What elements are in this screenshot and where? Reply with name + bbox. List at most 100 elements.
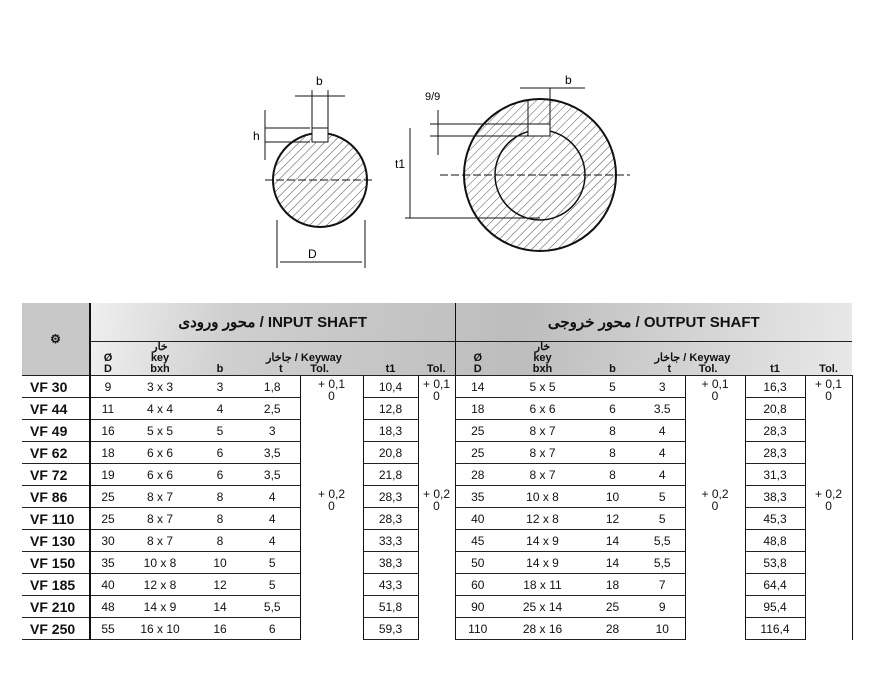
out-t1-cell: 31,3 [745,463,805,486]
in-b-cell: 14 [195,595,245,618]
out-d-cell: 40 [455,507,500,530]
out-t-cell: 5,5 [640,529,685,552]
out-d-cell: 35 [455,485,500,508]
in-col-b: b [195,341,245,376]
out-key-cell: 14 x 9 [500,529,585,552]
table-row: VF 250 55 16 x 10 16 6 59,3 110 28 x 16 28 10 116,… [22,617,852,640]
out-tol-cell: + 0,2 0 [684,485,746,640]
out-t1-cell: 53,8 [745,551,805,574]
out-d-cell: 28 [455,463,500,486]
out-t-cell: 10 [640,617,685,640]
model-cell: VF 62 [22,441,91,464]
in-b-cell: 10 [195,551,245,574]
table-row: VF 49 16 5 x 5 5 3 18,3 25 8 x 7 8 4 28,3 [22,419,852,442]
in-col-key: خار key bxh [125,341,195,376]
out-t-cell: 5 [640,485,685,508]
in-key-cell: 6 x 6 [125,441,195,464]
in-t-cell: 5 [245,551,300,574]
input-shaft-title: محور ورودی / INPUT SHAFT [90,303,456,342]
out-t-cell: 5,5 [640,551,685,574]
out-b-cell: 14 [585,529,640,552]
in-b-cell: 16 [195,617,245,640]
out-t-cell: 3.5 [640,397,685,420]
in-t1-cell: 33,3 [363,529,418,552]
in-b-cell: 12 [195,573,245,596]
in-b-cell: 6 [195,463,245,486]
in-key-cell: 8 x 7 [125,485,195,508]
shaft-drawing: b h D t1 b 9/9 [253,73,630,268]
table-row: VF 110 25 8 x 7 8 4 28,3 40 12 x 8 12 5 45,3 [22,507,852,530]
in-col-tol2: Tol. [418,341,456,376]
out-t-cell: 4 [640,463,685,486]
gearbox-logo-icon: ⚙ [22,303,91,376]
out-key-cell: 6 x 6 [500,397,585,420]
in-t-cell: 4 [245,529,300,552]
model-cell: VF 110 [22,507,91,530]
out-d-cell: 110 [455,617,500,640]
out-t1-cell: 20,8 [745,397,805,420]
in-d-cell: 30 [90,529,125,552]
model-cell: VF 30 [22,375,91,398]
out-t1-cell: 95,4 [745,595,805,618]
label-b-output: b [565,73,572,87]
in-t1-cell: 18,3 [363,419,418,442]
out-key-cell: 10 x 8 [500,485,585,508]
out-t-cell: 5 [640,507,685,530]
out-t1-cell: 116,4 [745,617,805,640]
in-key-cell: 5 x 5 [125,419,195,442]
label-t1: t1 [395,157,405,171]
out-key-cell: 18 x 11 [500,573,585,596]
out-t1-cell: 45,3 [745,507,805,530]
in-t-cell: 2,5 [245,397,300,420]
in-t1-cell: 28,3 [363,485,418,508]
table-row: VF 210 48 14 x 9 14 5,5 51,8 90 25 x 14 25 9 95,4 [22,595,852,618]
out-d-cell: 18 [455,397,500,420]
in-d-cell: 18 [90,441,125,464]
in-d-cell: 55 [90,617,125,640]
out-col-t1: t1 [745,341,805,376]
out-t1-cell: 48,8 [745,529,805,552]
in-t-cell: 3 [245,419,300,442]
out-key-cell: 25 x 14 [500,595,585,618]
in-key-cell: 16 x 10 [125,617,195,640]
in-t-cell: 3,5 [245,463,300,486]
in-t-cell: 4 [245,485,300,508]
in-t1-cell: 20,8 [363,441,418,464]
in-d-cell: 19 [90,463,125,486]
out-b-cell: 8 [585,463,640,486]
in-tol-cell: + 0,1 0 [299,375,364,486]
in-t1-cell: 21,8 [363,463,418,486]
out-key-cell: 8 x 7 [500,419,585,442]
out-key-cell: 8 x 7 [500,463,585,486]
model-cell: VF 44 [22,397,91,420]
out-b-cell: 14 [585,551,640,574]
out-t-cell: 3 [640,375,685,398]
model-cell: VF 250 [22,617,91,640]
in-t-cell: 5 [245,573,300,596]
out-b-cell: 12 [585,507,640,530]
out-d-cell: 90 [455,595,500,618]
out-d-cell: 60 [455,573,500,596]
out-t1-cell: 16,3 [745,375,805,398]
in-d-cell: 25 [90,507,125,530]
in-t1-cell: 12,8 [363,397,418,420]
out-d-cell: 14 [455,375,500,398]
in-col-keyway: جاخار / Keyway t Tol. [245,341,363,376]
out-d-cell: 25 [455,441,500,464]
in-key-cell: 8 x 7 [125,507,195,530]
in-d-cell: 9 [90,375,125,398]
in-d-cell: 35 [90,551,125,574]
in-key-cell: 4 x 4 [125,397,195,420]
out-d-cell: 25 [455,419,500,442]
in-key-cell: 8 x 7 [125,529,195,552]
in-b-cell: 3 [195,375,245,398]
table-row: VF 130 30 8 x 7 8 4 33,3 45 14 x 9 14 5,5 48,8 [22,529,852,552]
in-d-cell: 48 [90,595,125,618]
in-tol2-cell: + 0,2 0 [417,485,456,640]
table-row: VF 150 35 10 x 8 10 5 38,3 50 14 x 9 14 5,5 53,8 [22,551,852,574]
in-b-cell: 4 [195,397,245,420]
in-d-cell: 40 [90,573,125,596]
out-tol2-cell: + 0,2 0 [804,485,853,640]
in-b-cell: 6 [195,441,245,464]
